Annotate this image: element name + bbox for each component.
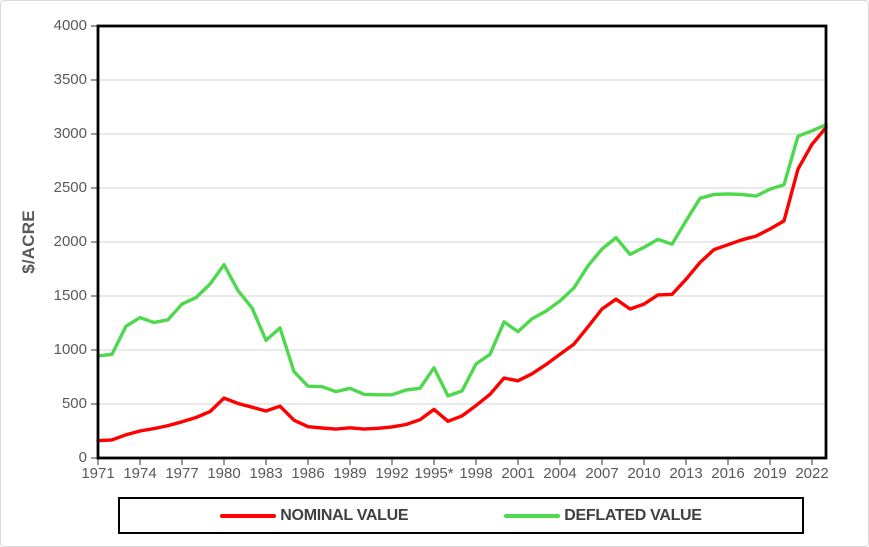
legend-label-nominal: NOMINAL VALUE (280, 506, 409, 524)
x-tick-label: 1971 (81, 465, 115, 482)
y-tick-label: 500 (61, 395, 87, 412)
y-tick-label: 1500 (53, 287, 87, 304)
y-tick-label: 4000 (53, 17, 87, 34)
nominal-line-swatch (220, 513, 277, 518)
y-tick-label: 2000 (53, 233, 87, 250)
x-tick-label: 1992 (375, 465, 409, 482)
x-tick-label: 2004 (543, 465, 577, 482)
deflated-line-swatch (504, 513, 561, 518)
y-tick-label: 3500 (53, 71, 87, 88)
x-tick-label: 1980 (207, 465, 241, 482)
x-tick-label: 1977 (165, 465, 199, 482)
x-tick-label: 1995* (414, 465, 454, 482)
legend-item-deflated: DEFLATED VALUE (504, 506, 702, 525)
axis-tick-marks (91, 25, 813, 465)
series-lines (96, 123, 828, 443)
legend: NOMINAL VALUE DEFLATED VALUE (118, 497, 804, 534)
y-tick-label: 1000 (53, 341, 87, 358)
x-tick-label: 2022 (795, 465, 829, 482)
y-tick-label: 2500 (53, 179, 87, 196)
x-tick-label: 2013 (669, 465, 703, 482)
x-tick-label: 1983 (249, 465, 283, 482)
y-tick-label: 3000 (53, 125, 87, 142)
gridlines (98, 79, 826, 405)
x-tick-label: 2010 (627, 465, 661, 482)
x-tick-label: 1974 (123, 465, 157, 482)
x-tick-label: 2019 (753, 465, 787, 482)
legend-label-deflated: DEFLATED VALUE (564, 506, 702, 524)
x-tick-label: 1989 (333, 465, 367, 482)
x-tick-label: 1986 (291, 465, 325, 482)
x-tick-label: 2016 (711, 465, 745, 482)
plot-border (96, 24, 828, 460)
x-tick-label: 2001 (501, 465, 535, 482)
plot-area (91, 24, 828, 465)
y-tick-label: 0 (78, 449, 87, 466)
x-tick-label: 2007 (585, 465, 619, 482)
x-tick-label: 1998 (459, 465, 493, 482)
nominal-value-line (96, 125, 828, 443)
legend-item-nominal: NOMINAL VALUE (220, 506, 409, 525)
deflated-value-line (96, 123, 828, 398)
